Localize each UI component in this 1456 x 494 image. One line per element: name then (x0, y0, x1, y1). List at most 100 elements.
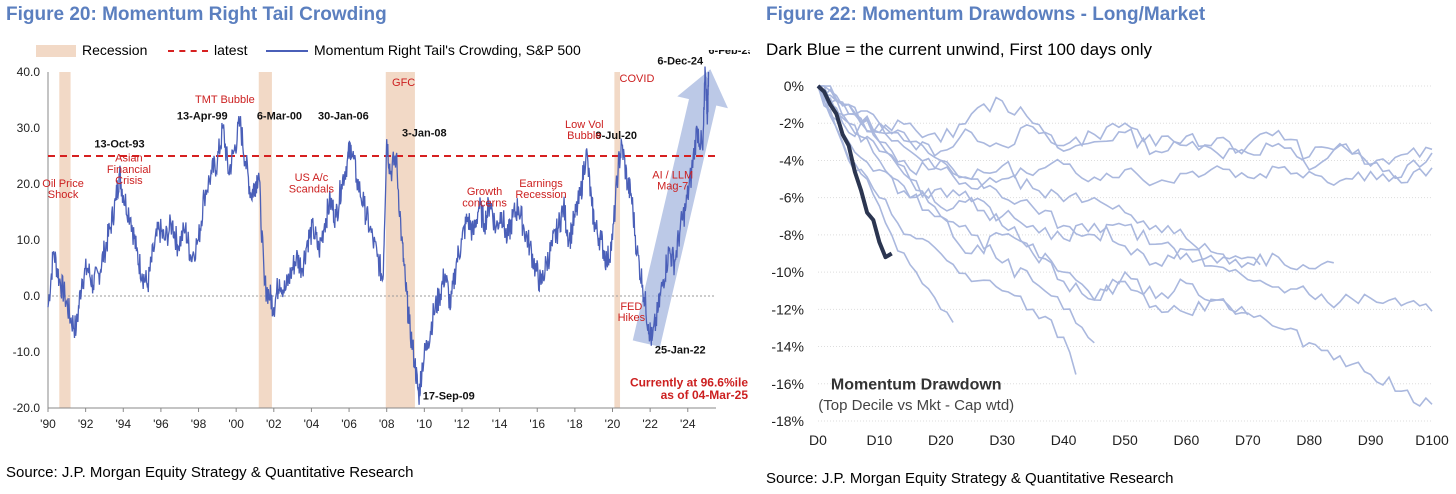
rising-arrow (632, 69, 728, 347)
chart-annotation: 3-Jan-08 (402, 127, 447, 139)
figure-20-chart: -20.0 -10.0 0.0 10.0 20.0 30.0 40.0 '90 '92 '94 '9… (13, 50, 750, 431)
figure-22-source: Source: J.P. Morgan Equity Strategy & Qu… (766, 470, 1174, 487)
legend-latest-label: latest (214, 42, 248, 58)
chart-annotation: 6-Dec-24 (657, 56, 704, 68)
chart-annotation: Crisis (115, 175, 143, 187)
x-tick-label: '10 (417, 417, 433, 431)
y-tick-label: 30.0 (17, 121, 41, 135)
x-tick-label: '14 (492, 417, 508, 431)
y-tick-label: -12% (771, 301, 804, 317)
chart-annotation: 13-Apr-99 (177, 111, 228, 123)
x-tick-label: '98 (191, 417, 207, 431)
historical-drawdown-line (818, 85, 1433, 180)
momentum-crowding-series (47, 66, 710, 405)
x-tick-label: '90 (40, 417, 56, 431)
legend-series: Momentum Right Tail's Crowding, S&P 500 (266, 42, 581, 58)
y-tick-label: -6% (779, 190, 804, 206)
chart-annotation: COVID (620, 73, 655, 85)
chart-annotation: Growth (467, 186, 502, 198)
y-tick-label: -20.0 (13, 401, 41, 415)
chart-annotation: AI / LLM (652, 169, 693, 181)
chart-annotation: concerns (462, 197, 507, 209)
chart-annotation: Earnings (519, 178, 563, 190)
historical-drawdown-line (818, 85, 1249, 317)
chart-annotation: GFC (392, 77, 415, 89)
x-tick-label: '96 (153, 417, 169, 431)
x-tick-label: '18 (567, 417, 583, 431)
recession-band (614, 72, 621, 408)
chart-annotation: 6-Mar-00 (257, 111, 302, 123)
historical-drawdown-line (817, 85, 1433, 312)
inner-chart-title: Momentum Drawdown (831, 376, 1002, 393)
x-tick-label: '06 (341, 417, 357, 431)
x-tick-label: D100 (1415, 432, 1449, 448)
x-tick-label: D20 (928, 432, 954, 448)
figure-22-chart: 0% -2% -4% -6% -8% -10% -12% -14% -16% -18% D0 D10 D… (771, 78, 1449, 448)
current-unwind-line (816, 84, 893, 260)
y-tick-label: 0.0 (23, 289, 40, 303)
x-tick-label: D30 (989, 432, 1015, 448)
y-tick-label: -18% (771, 413, 804, 429)
chart-annotation: 25-Jan-22 (655, 345, 706, 357)
figure-20-source: Source: J.P. Morgan Equity Strategy & Qu… (6, 464, 414, 481)
historical-drawdown-line (817, 85, 1077, 375)
chart-annotation: FED (620, 301, 642, 313)
x-tick-label: '24 (680, 417, 696, 431)
y-tick-label: 0% (784, 78, 804, 94)
inner-chart-subtitle: (Top Decile vs Mkt - Cap wtd) (818, 397, 1014, 414)
chart-annotation: Asian (115, 153, 143, 165)
chart-annotation: Mag-7 (657, 181, 688, 193)
x-tick-label: '92 (78, 417, 94, 431)
recession-band (385, 72, 415, 408)
chart-annotation: Recession (515, 189, 566, 201)
chart-annotation: 9-Jul-20 (595, 130, 637, 142)
x-tick-label: D90 (1358, 432, 1384, 448)
recession-band (59, 72, 71, 408)
y-tick-label: -10% (771, 264, 804, 280)
y-tick-label: -2% (779, 115, 804, 131)
percentile-callout-line2: as of 04-Mar-25 (661, 388, 749, 402)
x-tick-label: '00 (228, 417, 244, 431)
x-tick-label: '94 (115, 417, 131, 431)
legend-series-swatch (266, 50, 308, 53)
historical-drawdown-line (817, 85, 1334, 271)
figure-22-panel: Figure 22: Momentum Drawdowns - Long/Mar… (760, 0, 1456, 494)
legend-recession-label: Recession (82, 42, 148, 58)
x-tick-label: '16 (529, 417, 545, 431)
historical-drawdown-line (817, 85, 1095, 344)
x-tick-label: D50 (1112, 432, 1138, 448)
y-tick-label: -4% (779, 152, 804, 168)
chart-annotation: 6-Feb-25 (708, 50, 750, 57)
historical-drawdown-line (818, 85, 1433, 187)
legend-recession: Recession (36, 42, 147, 58)
x-tick-label: D80 (1296, 432, 1322, 448)
y-tick-label: -14% (771, 339, 804, 355)
x-tick-label: D60 (1174, 432, 1200, 448)
x-tick-label: D70 (1235, 432, 1261, 448)
x-tick-label: '08 (379, 417, 395, 431)
historical-drawdown-line (817, 85, 954, 323)
chart-annotation: Shock (48, 189, 79, 201)
chart-annotation: Financial (107, 164, 151, 176)
chart-annotation: Low Vol (565, 119, 604, 131)
chart-annotation: Hikes (618, 312, 646, 324)
chart-annotation: Bubble (567, 130, 601, 142)
historical-drawdown-line (817, 85, 1261, 266)
chart-annotation: 17-Sep-09 (423, 391, 475, 403)
y-tick-label: 40.0 (17, 65, 41, 79)
x-tick-label: '04 (304, 417, 320, 431)
y-tick-label: -16% (771, 376, 804, 392)
legend-recession-swatch (36, 45, 76, 58)
chart-annotation: 30-Jan-06 (318, 111, 369, 123)
legend-latest: latest (168, 42, 247, 58)
legend-latest-swatch (168, 50, 208, 53)
chart-annotation: Scandals (289, 183, 335, 195)
x-tick-label: D40 (1051, 432, 1077, 448)
x-tick-label: '22 (642, 417, 658, 431)
chart-annotation: TMT Bubble (195, 94, 255, 106)
y-tick-label: 10.0 (17, 233, 41, 247)
chart-annotation: Oil Price (42, 178, 84, 190)
y-tick-label: -8% (779, 227, 804, 243)
figure-20-title: Figure 20: Momentum Right Tail Crowding (6, 4, 387, 25)
y-tick-label: 20.0 (17, 177, 41, 191)
